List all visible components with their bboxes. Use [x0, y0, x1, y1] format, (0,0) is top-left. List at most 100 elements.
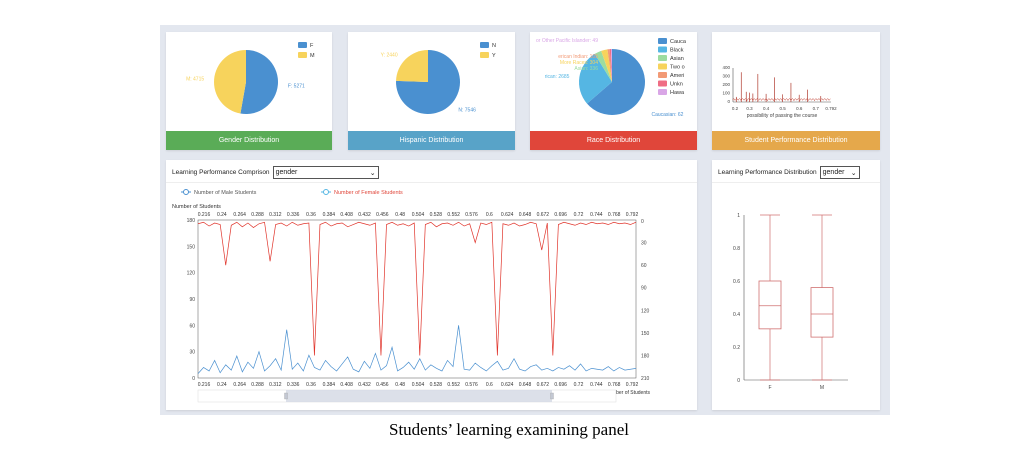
plot-frame	[197, 219, 637, 379]
legend-female: Number of Female Students	[334, 190, 403, 196]
legend-label: Two o	[670, 65, 685, 71]
y-left-tick: 0	[192, 376, 195, 382]
pie-slice-y	[396, 50, 428, 82]
pie-slice-american-indian	[607, 49, 612, 82]
x-bottom-tick: 0.624	[501, 382, 514, 388]
x-top-tick: 0.648	[519, 212, 532, 218]
x-top-tick: 0.312	[269, 212, 282, 218]
x-bottom-tick: 0.528	[430, 382, 443, 388]
x-bottom-tick: 0.6	[486, 382, 493, 388]
histogram-line	[732, 98, 831, 102]
pie-slice-caucasian	[587, 49, 645, 115]
x-top-tick: 0.432	[358, 212, 371, 218]
x-top-tick: 0.792	[626, 212, 639, 218]
legend-swatch	[298, 42, 307, 48]
y-left-tick: 60	[189, 323, 195, 329]
legend-swatch	[658, 38, 667, 44]
legend-swatch	[658, 46, 667, 53]
x-top-tick: 0.744	[590, 212, 603, 218]
y-right-tick: 150	[641, 331, 650, 337]
legend-swatch	[298, 52, 307, 58]
boxplot-select[interactable]: gender ⌄	[819, 166, 860, 179]
x-tick: M	[820, 385, 824, 391]
y-right-tick: 210	[641, 376, 650, 382]
x-bottom-tick: 0.792	[626, 382, 639, 388]
pie-slice-asian	[594, 50, 612, 82]
y-tick: 0	[737, 378, 740, 384]
legend-label: N	[492, 43, 496, 49]
x-bottom-tick: 0.72	[574, 382, 584, 388]
x-top-tick: 0.36	[306, 212, 316, 218]
x-top-tick: 0.696	[554, 212, 567, 218]
y-right-tick: 90	[641, 286, 647, 292]
race-card: Caucasian: 62 rican: 2685 Asian: 336 More R…	[530, 32, 697, 150]
y-right-tick: 30	[641, 241, 647, 247]
y-right-tick: 120	[641, 308, 650, 314]
y-left-tick: 90	[189, 297, 195, 303]
y-left-tick: 30	[189, 350, 195, 356]
select-value: gender	[822, 169, 845, 176]
x-top-tick: 0.624	[501, 212, 514, 218]
legend-label: Unkn	[670, 82, 683, 88]
race-distribution-button[interactable]: Race Distribution	[530, 131, 697, 150]
x-top-tick: 0.576	[465, 212, 478, 218]
x-bottom-tick: 0.48	[395, 382, 405, 388]
legend-label: Black	[670, 48, 684, 54]
x-top-tick: 0.6	[486, 212, 493, 218]
legend-swatch	[480, 52, 489, 58]
legend-label: Hawa	[670, 90, 685, 96]
datazoom-handle[interactable]	[284, 392, 288, 400]
y-right-tick: 60	[641, 263, 647, 269]
x-tick: 0.7	[813, 106, 820, 111]
pie-label: Asian: 336	[574, 66, 598, 72]
x-top-tick: 0.528	[430, 212, 443, 218]
x-top-tick: 0.768	[608, 212, 621, 218]
y-tick: 200	[722, 82, 730, 87]
legend-label: Ameri	[670, 73, 684, 79]
x-tick: 0.4	[763, 106, 770, 111]
legend-swatch	[480, 42, 489, 48]
y-tick: 0.2	[733, 345, 740, 351]
y-tick: 0	[727, 99, 730, 104]
x-bottom-tick: 0.504	[412, 382, 425, 388]
hispanic-distribution-button[interactable]: Hispanic Distribution	[348, 131, 515, 150]
pie-slice-two-or-more-races	[601, 49, 612, 82]
x-top-tick: 0.288	[251, 212, 264, 218]
x-bottom-tick: 0.288	[251, 382, 264, 388]
x-bottom-tick: 0.408	[340, 382, 353, 388]
performance-distribution-button[interactable]: Student Performance Distribution	[712, 131, 880, 150]
x-top-tick: 0.336	[287, 212, 300, 218]
box	[758, 280, 782, 330]
x-tick: 0.792	[825, 106, 837, 111]
comparison-select[interactable]: gender ⌄	[272, 166, 379, 179]
y-tick: 100	[722, 91, 730, 96]
legend-swatch	[658, 55, 667, 61]
x-top-tick: 0.408	[340, 212, 353, 218]
comparison-card: Learning Performance Comprison gender ⌄ N…	[166, 160, 697, 410]
performance-card: 0 100 200 300 400 0.2 0.3 0.4 0.5 0.6 0.7 0.792 poss…	[712, 32, 880, 150]
figure-caption: Students’ learning examining panel	[389, 420, 629, 439]
y-right-tick: 0	[641, 219, 644, 225]
male-series-line	[197, 325, 637, 374]
x-bottom-tick: 0.744	[590, 382, 603, 388]
legend-label: Y	[492, 53, 496, 59]
chevron-down-icon: ⌄	[369, 169, 376, 177]
x-bottom-tick: 0.24	[217, 382, 227, 388]
pie-slice-unknown	[609, 49, 612, 82]
legend-label: F	[310, 43, 314, 49]
x-bottom-tick: 0.696	[554, 382, 567, 388]
x-axis-label: possibility of passing the course	[747, 113, 818, 119]
x-tick: 0.5	[780, 106, 787, 111]
gender-distribution-button[interactable]: Gender Distribution	[166, 131, 332, 150]
y-tick: 0.4	[733, 312, 740, 318]
y-tick: 0.6	[733, 279, 740, 285]
y-left-tick: 180	[187, 218, 196, 224]
datazoom-handle[interactable]	[550, 392, 554, 400]
chevron-down-icon: ⌄	[850, 169, 857, 177]
x-top-tick: 0.552	[447, 212, 460, 218]
datazoom-window[interactable]	[286, 390, 552, 402]
x-bottom-tick: 0.768	[608, 382, 621, 388]
y-left-tick: 120	[187, 271, 196, 277]
pie-label: Caucasian: 62	[651, 112, 683, 118]
x-bottom-tick: 0.336	[287, 382, 300, 388]
